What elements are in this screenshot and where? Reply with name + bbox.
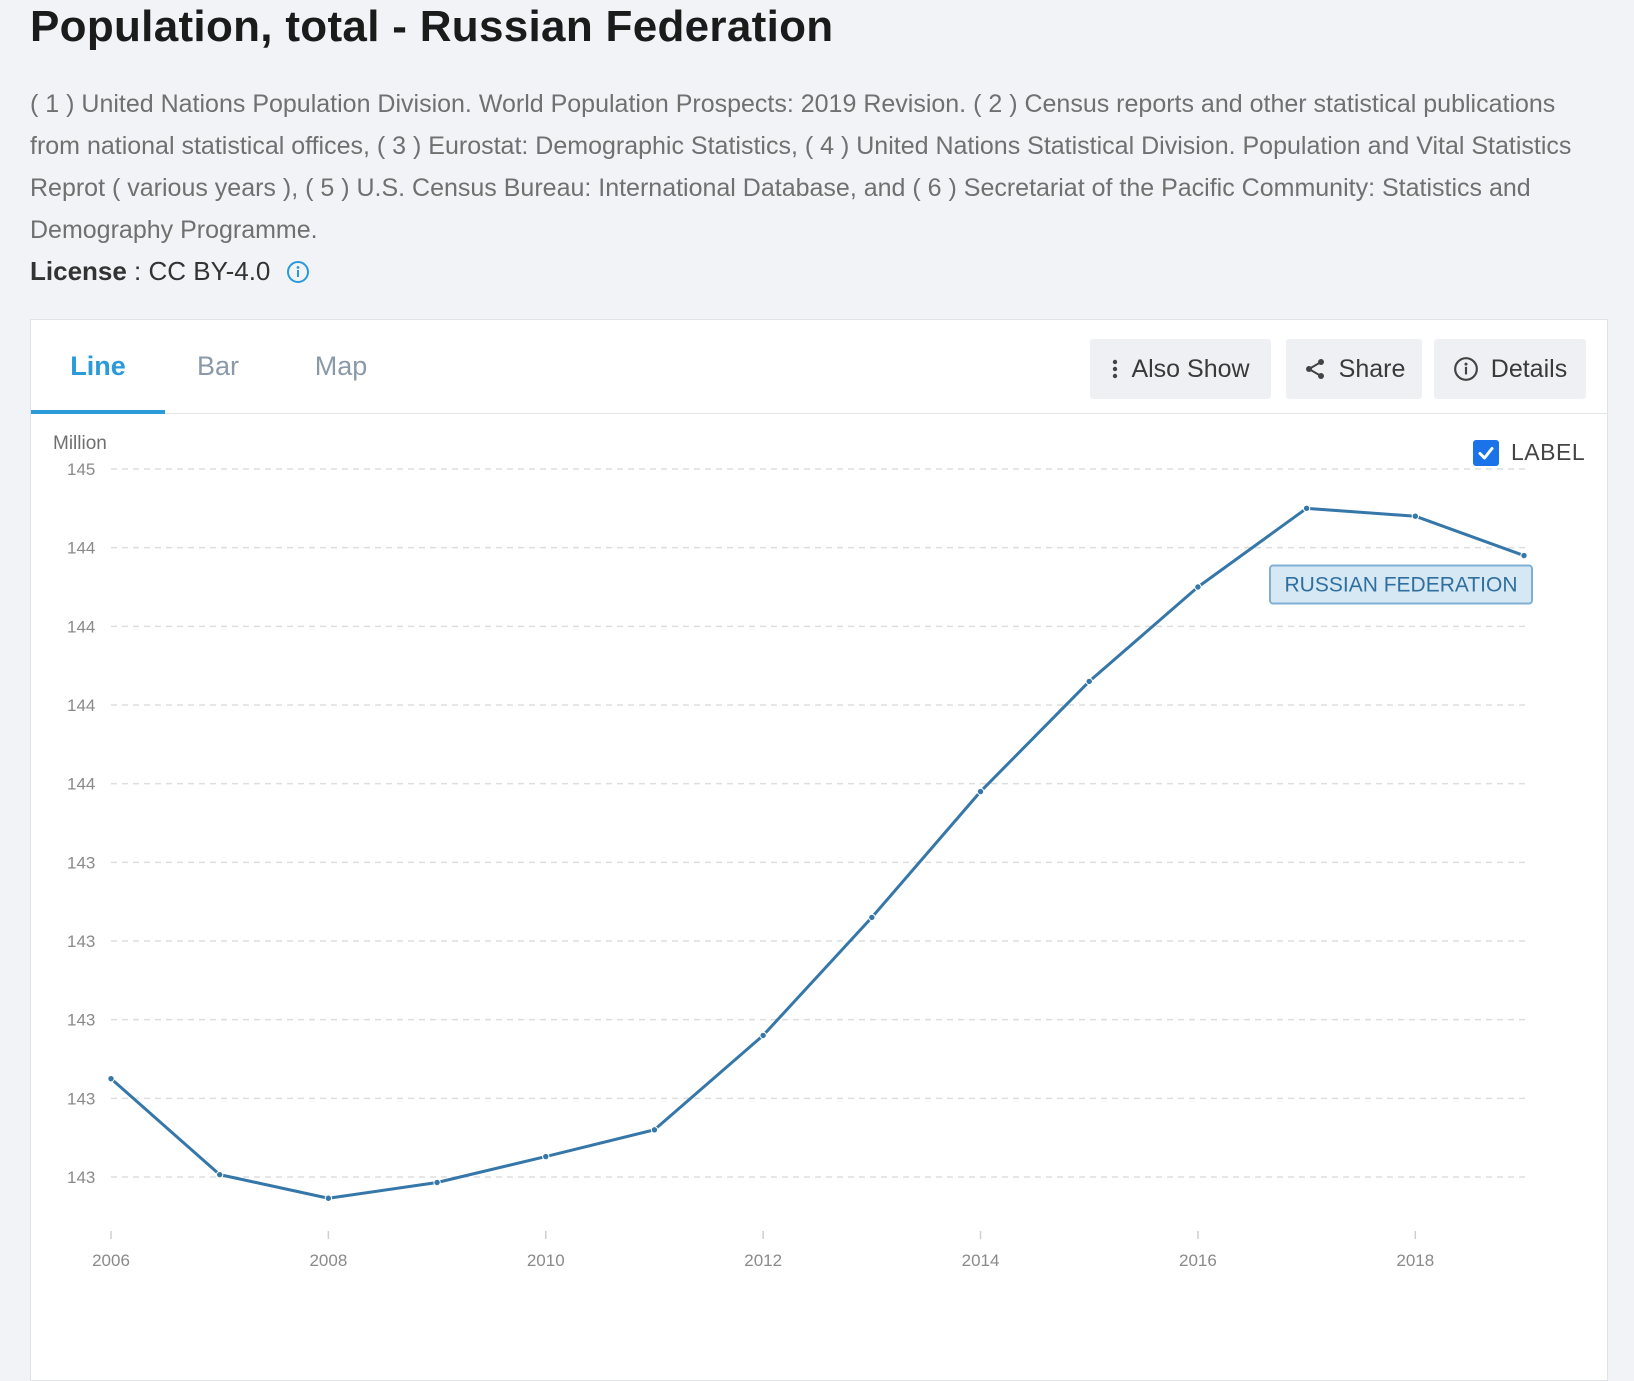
unit-label: Million bbox=[53, 433, 107, 454]
x-tick-label: 2006 bbox=[92, 1251, 130, 1270]
share-icon bbox=[1303, 357, 1327, 381]
license-row: License : CC BY-4.0 bbox=[30, 256, 310, 287]
x-tick-label: 2012 bbox=[744, 1251, 782, 1270]
line-chart: Million 143 143 143 143 143 144 144 144 144 145 2… bbox=[53, 433, 1533, 1270]
data-point[interactable] bbox=[1411, 512, 1420, 520]
tab-map[interactable]: Map bbox=[314, 351, 368, 381]
chart-tabs: Line Bar Map Also Show Share Details bbox=[31, 320, 1607, 414]
y-tick-label: 143 bbox=[67, 932, 95, 951]
x-tick-label: 2008 bbox=[309, 1251, 347, 1270]
y-tick-label: 143 bbox=[67, 1011, 95, 1030]
data-point[interactable] bbox=[1302, 504, 1311, 513]
x-tick-label: 2010 bbox=[527, 1251, 565, 1270]
label-checkbox[interactable] bbox=[1473, 439, 1499, 466]
license-label: License bbox=[30, 256, 127, 286]
data-point[interactable] bbox=[433, 1178, 441, 1187]
data-point[interactable] bbox=[759, 1031, 767, 1040]
checkmark-icon bbox=[1478, 446, 1494, 459]
y-tick-label: 144 bbox=[67, 696, 95, 715]
data-point[interactable] bbox=[1520, 551, 1528, 560]
data-point[interactable] bbox=[650, 1126, 659, 1134]
data-point[interactable] bbox=[542, 1152, 550, 1161]
page-title: Population, total - Russian Federation bbox=[30, 2, 834, 51]
data-point[interactable] bbox=[976, 787, 985, 796]
license-separator: : bbox=[126, 256, 149, 286]
x-tick-label: 2018 bbox=[1396, 1251, 1434, 1270]
series-line bbox=[110, 506, 1525, 1200]
license-value: CC BY-4.0 bbox=[148, 256, 271, 286]
y-tick-label: 143 bbox=[67, 1168, 95, 1187]
x-tick-label: 2014 bbox=[962, 1251, 1000, 1270]
info-circle-icon[interactable] bbox=[286, 260, 310, 284]
data-point[interactable] bbox=[868, 913, 876, 922]
tab-bar[interactable]: Bar bbox=[196, 351, 240, 381]
info-circle-icon bbox=[1453, 356, 1479, 382]
share-button[interactable]: Share bbox=[1286, 339, 1422, 399]
data-point[interactable] bbox=[1085, 677, 1093, 686]
y-tick-label: 144 bbox=[67, 617, 95, 636]
y-tick-label: 144 bbox=[67, 775, 95, 794]
x-tick-label: 2016 bbox=[1179, 1251, 1217, 1270]
y-tick-label: 144 bbox=[67, 539, 95, 558]
details-button[interactable]: Details bbox=[1434, 339, 1586, 399]
data-point[interactable] bbox=[107, 1074, 115, 1083]
series-points bbox=[107, 504, 1528, 1202]
share-label: Share bbox=[1338, 354, 1406, 383]
vertical-dots-icon bbox=[1111, 358, 1119, 380]
y-axis-ticks: 143 143 143 143 143 144 144 144 144 145 bbox=[67, 460, 95, 1187]
series-line-layer bbox=[110, 506, 1525, 1200]
y-tick-label: 143 bbox=[67, 1089, 95, 1108]
label-toggle-text: LABEL bbox=[1511, 439, 1586, 465]
series-label: RUSSIAN FEDERATION bbox=[1285, 574, 1518, 597]
y-tick-label: 143 bbox=[67, 853, 95, 872]
details-label: Details bbox=[1490, 354, 1568, 383]
tab-line[interactable]: Line bbox=[31, 320, 165, 414]
also-show-label: Also Show bbox=[1131, 354, 1250, 383]
source-notes: ( 1 ) United Nations Population Division… bbox=[30, 90, 1572, 244]
series-label-box bbox=[1269, 564, 1533, 605]
data-point[interactable] bbox=[1194, 583, 1202, 591]
data-point[interactable] bbox=[215, 1170, 224, 1179]
chart-card: Line Bar Map Also Show Share Details LAB… bbox=[30, 319, 1608, 1381]
also-show-button[interactable]: Also Show bbox=[1090, 339, 1271, 399]
y-tick-label: 145 bbox=[67, 460, 95, 479]
gridlines bbox=[111, 468, 1527, 1178]
data-point[interactable] bbox=[324, 1194, 333, 1202]
series-label-layer: RUSSIAN FEDERATION bbox=[1269, 564, 1533, 605]
x-axis-ticks: 2006 2008 2010 2012 2014 2016 2018 bbox=[92, 1231, 1434, 1270]
label-toggle[interactable]: LABEL bbox=[1473, 439, 1585, 466]
